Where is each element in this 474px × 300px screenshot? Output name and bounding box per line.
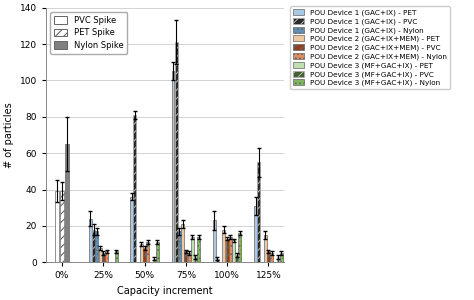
Bar (184, 251, 187, 262)
X-axis label: Capacity increment: Capacity increment (118, 286, 213, 296)
Bar (191, 237, 194, 262)
Bar (153, 259, 155, 262)
Bar (280, 253, 283, 262)
Bar (178, 231, 181, 262)
Bar (197, 237, 200, 262)
Bar (89, 219, 92, 262)
Bar (254, 206, 257, 262)
Bar (216, 259, 219, 262)
Bar (64, 144, 69, 262)
Bar (115, 251, 118, 262)
Bar (229, 237, 232, 262)
Bar (172, 71, 174, 262)
Bar (95, 231, 99, 262)
Bar (60, 191, 64, 262)
Bar (257, 162, 260, 262)
Bar (143, 248, 146, 262)
Y-axis label: # of particles: # of particles (4, 102, 14, 168)
Bar (188, 253, 191, 262)
Bar (267, 251, 270, 262)
Bar (194, 257, 197, 262)
Bar (232, 240, 235, 262)
Bar (175, 42, 178, 262)
Bar (238, 233, 241, 262)
Bar (92, 230, 95, 262)
Bar (130, 197, 133, 262)
Bar (270, 253, 273, 262)
Bar (99, 248, 101, 262)
Bar (140, 244, 143, 262)
Bar (102, 253, 105, 262)
Bar (134, 115, 137, 262)
Bar (181, 224, 184, 262)
Bar (264, 235, 266, 262)
Bar (226, 238, 228, 262)
Bar (213, 220, 216, 262)
Legend: POU Device 1 (GAC+IX) - PET, POU Device 1 (GAC+IX) - PVC, POU Device 1 (GAC+IX) : POU Device 1 (GAC+IX) - PET, POU Device … (291, 6, 450, 89)
Bar (222, 230, 225, 262)
Bar (105, 251, 108, 262)
Bar (55, 191, 59, 262)
Bar (235, 255, 238, 262)
Bar (156, 242, 159, 262)
Bar (276, 257, 280, 262)
Bar (146, 242, 149, 262)
